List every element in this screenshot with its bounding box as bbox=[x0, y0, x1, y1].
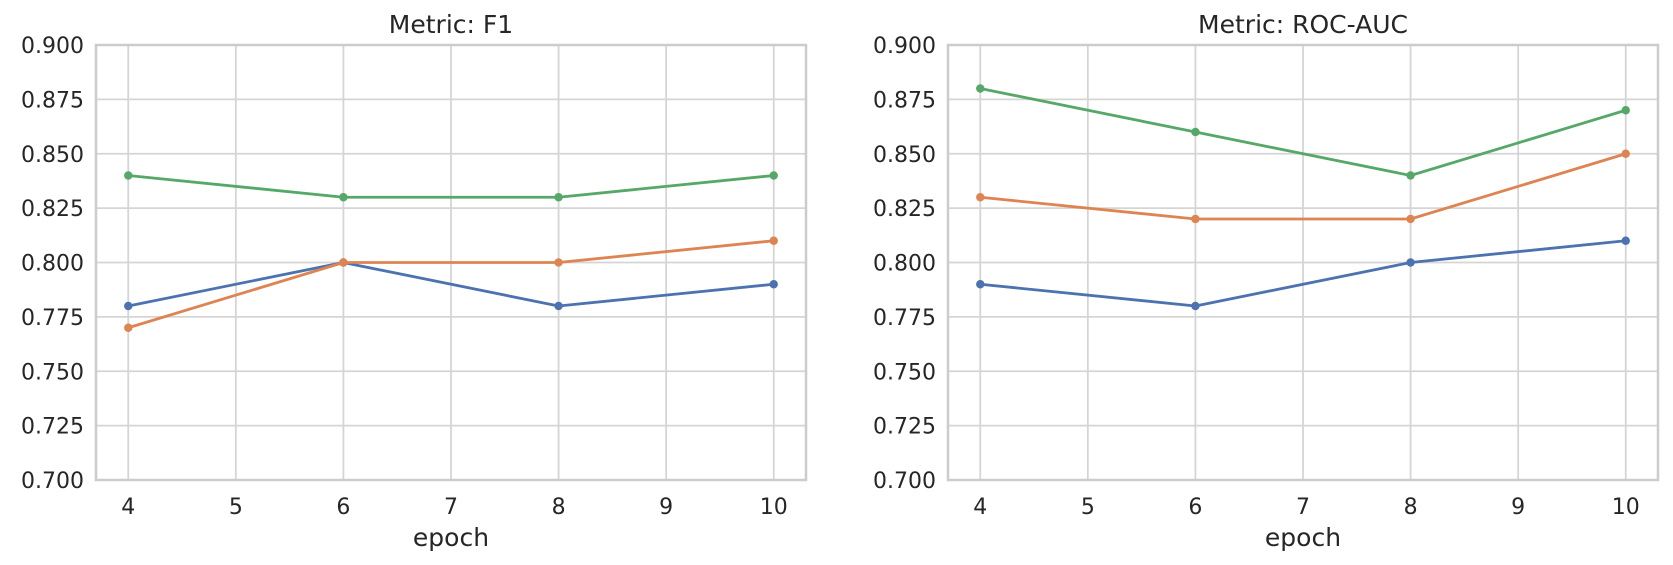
x-tick-label: 4 bbox=[973, 495, 987, 520]
series-blue-marker bbox=[1621, 236, 1630, 245]
y-tick-label: 0.775 bbox=[21, 306, 84, 331]
series-orange-marker bbox=[1406, 214, 1415, 224]
series-green-line bbox=[126, 174, 776, 199]
chart-cell-roc-auc: 0.700 0.725 0.750 0.775 0.800 0.825 0.850 0.875… bbox=[836, 0, 1673, 565]
roc-auc-line-chart: 0.700 0.725 0.750 0.775 0.800 0.825 0.850 0.875… bbox=[873, 10, 1660, 552]
series-orange-marker bbox=[769, 236, 778, 245]
series-green-marker bbox=[769, 171, 778, 180]
axes-spines bbox=[946, 43, 1660, 482]
series-orange-marker bbox=[1621, 149, 1630, 158]
x-tick-label: 10 bbox=[760, 495, 788, 520]
x-tick-label: 7 bbox=[1296, 495, 1310, 520]
series-orange-marker bbox=[554, 258, 563, 267]
series-green-marker bbox=[339, 193, 348, 202]
series-blue-marker bbox=[769, 280, 778, 289]
series-blue-marker bbox=[554, 301, 563, 311]
y-tick-label: 0.700 bbox=[873, 469, 936, 494]
y-tick-label: 0.750 bbox=[873, 360, 936, 385]
y-tick-label: 0.825 bbox=[21, 197, 84, 222]
y-tick-label: 0.725 bbox=[873, 415, 936, 440]
chart-title: Metric: ROC-AUC bbox=[1198, 10, 1408, 39]
y-tick-label: 0.875 bbox=[873, 88, 936, 113]
series-orange-marker bbox=[976, 193, 985, 202]
chart-cell-f1: 0.700 0.725 0.750 0.775 0.800 0.825 0.850 0.875… bbox=[0, 0, 836, 565]
y-tick-label: 0.875 bbox=[21, 88, 84, 113]
series-orange-marker bbox=[339, 258, 348, 267]
y-tick-label: 0.900 bbox=[21, 34, 84, 59]
y-tick-label: 0.850 bbox=[21, 143, 84, 168]
series-orange-marker bbox=[124, 323, 133, 332]
series-green-marker bbox=[124, 171, 133, 180]
y-tick-label: 0.775 bbox=[873, 306, 936, 331]
series-green-marker bbox=[554, 193, 563, 202]
x-tick-label: 6 bbox=[1188, 495, 1202, 520]
series-green-line bbox=[978, 87, 1628, 177]
y-tick-label: 0.850 bbox=[873, 143, 936, 168]
series-blue-marker bbox=[976, 280, 985, 289]
y-tick-label: 0.800 bbox=[873, 252, 936, 277]
y-tick-label: 0.750 bbox=[21, 360, 84, 385]
y-tick-label: 0.825 bbox=[873, 197, 936, 222]
series-orange-line bbox=[978, 152, 1628, 221]
y-tick-label: 0.725 bbox=[21, 415, 84, 440]
series-green-marker bbox=[1406, 171, 1415, 180]
series-blue-marker bbox=[1406, 258, 1415, 267]
y-tick-label: 0.800 bbox=[21, 252, 84, 277]
series-green-marker bbox=[1191, 127, 1200, 137]
series-orange-marker bbox=[1191, 214, 1200, 224]
x-tick-label: 8 bbox=[1404, 495, 1418, 520]
x-tick-label: 5 bbox=[1081, 495, 1095, 520]
series-blue-marker bbox=[124, 301, 133, 311]
series-blue-marker bbox=[1191, 301, 1200, 311]
y-tick-label: 0.900 bbox=[873, 34, 936, 59]
x-tick-label: 9 bbox=[1511, 495, 1525, 520]
series-orange-line bbox=[126, 239, 776, 330]
x-tick-label: 7 bbox=[444, 495, 458, 520]
series-blue-line bbox=[126, 261, 776, 308]
x-tick-label: 4 bbox=[121, 495, 135, 520]
x-tick-label: 10 bbox=[1612, 495, 1640, 520]
chart-title: Metric: F1 bbox=[389, 10, 513, 39]
axes-spines bbox=[94, 43, 808, 482]
x-axis-label: epoch bbox=[413, 523, 489, 552]
x-axis-label: epoch bbox=[1265, 523, 1341, 552]
x-tick-label: 6 bbox=[336, 495, 350, 520]
x-tick-label: 9 bbox=[659, 495, 673, 520]
series-blue-line bbox=[978, 239, 1628, 308]
x-tick-label: 5 bbox=[229, 495, 243, 520]
series-green-marker bbox=[976, 84, 985, 93]
y-tick-label: 0.700 bbox=[21, 469, 84, 494]
f1-line-chart: 0.700 0.725 0.750 0.775 0.800 0.825 0.850 0.875… bbox=[21, 10, 808, 552]
series-green-marker bbox=[1621, 106, 1630, 115]
x-tick-label: 8 bbox=[552, 495, 566, 520]
